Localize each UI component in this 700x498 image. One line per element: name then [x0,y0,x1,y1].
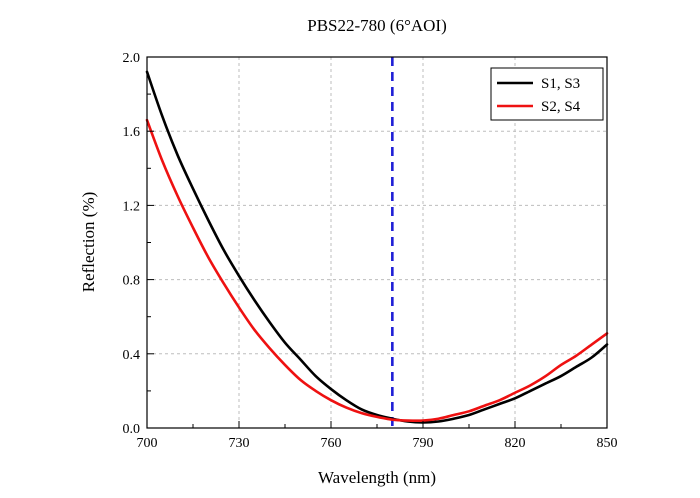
y-tick-label: 1.6 [123,125,141,140]
x-tick-label: 790 [413,436,434,451]
y-axis-title: Reflection (%) [79,192,98,293]
legend-box [490,67,604,121]
x-axis-title: Wavelength (nm) [318,468,436,487]
series-line-1 [145,70,609,424]
x-tick-label: 850 [597,436,618,451]
x-tick-label: 700 [137,436,158,451]
legend-label: S1, S3 [541,76,580,92]
chart-title: PBS22-780 (6°AOI) [307,16,447,35]
x-tick-label: 820 [505,436,526,451]
series-line-2 [145,118,609,423]
y-tick-label: 1.2 [123,199,141,214]
x-tick-label: 760 [321,436,342,451]
y-tick-label: 0.8 [123,274,141,289]
legend: S1, S3 S2, S4 [490,67,604,121]
y-tick-label: 0.0 [123,422,141,437]
legend-label: S2, S4 [541,99,581,115]
y-tick-label: 0.4 [123,348,141,363]
axis-ticks: 700 730 760 790 820 850 0.0 0.4 0.8 1.2 1.6 2.0 [123,51,618,451]
x-tick-label: 730 [229,436,250,451]
series-layer [145,70,609,424]
y-tick-label: 2.0 [123,51,141,66]
